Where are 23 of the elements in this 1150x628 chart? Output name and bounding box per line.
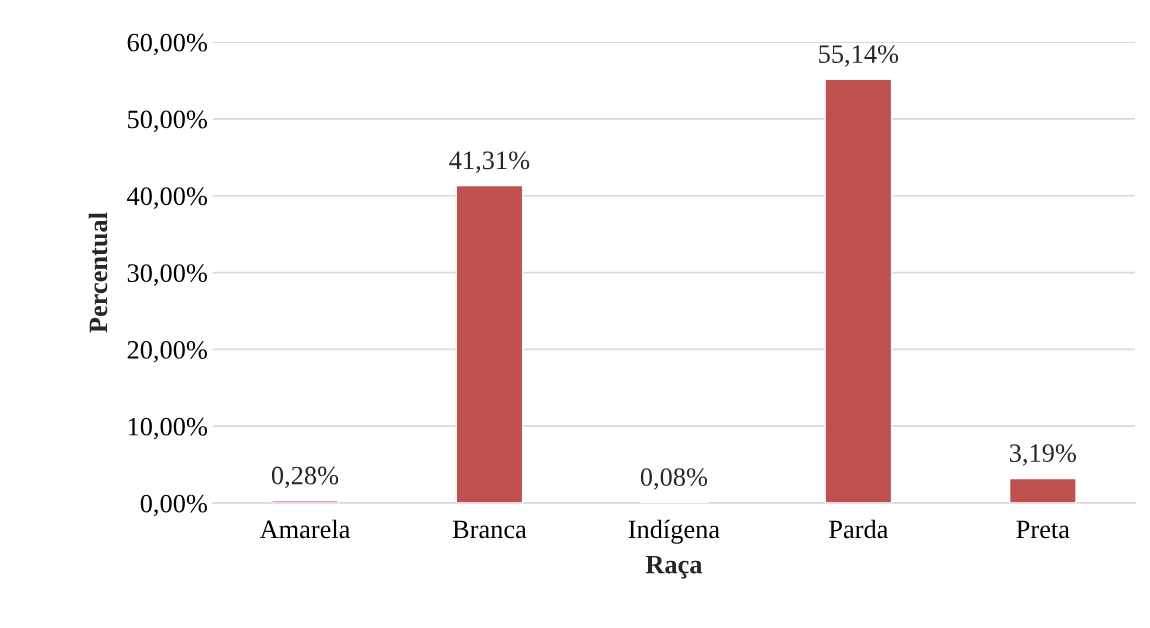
- y-tick-label: 60,00%: [127, 33, 207, 56]
- data-label: 41,31%: [449, 151, 530, 173]
- x-tick-label: Preta: [1016, 520, 1070, 539]
- y-tick-label: 50,00%: [128, 110, 207, 133]
- x-tick-label: Branca: [452, 520, 527, 539]
- y-tick-label: 10,00%: [128, 417, 207, 440]
- x-tick-label: Parda: [829, 519, 889, 539]
- data-label: 3,19%: [1010, 444, 1076, 466]
- y-axis-title: Percentual: [88, 212, 108, 333]
- bar: [271, 500, 339, 504]
- bar: [455, 184, 524, 504]
- y-tick-label: 20,00%: [127, 340, 207, 363]
- bar: [824, 78, 893, 504]
- data-label: 55,14%: [819, 45, 899, 67]
- y-tick-label: 0,00%: [140, 494, 207, 517]
- x-axis-title: Raça: [645, 555, 703, 579]
- y-tick-label: 40,00%: [127, 187, 207, 209]
- x-tick-label: Amarela: [259, 519, 351, 539]
- data-label: 0,28%: [271, 466, 339, 489]
- data-label: 0,08%: [640, 468, 708, 490]
- y-tick-label: 30,00%: [127, 264, 207, 286]
- bar: [1008, 477, 1077, 504]
- x-tick-label: Indígena: [628, 519, 720, 544]
